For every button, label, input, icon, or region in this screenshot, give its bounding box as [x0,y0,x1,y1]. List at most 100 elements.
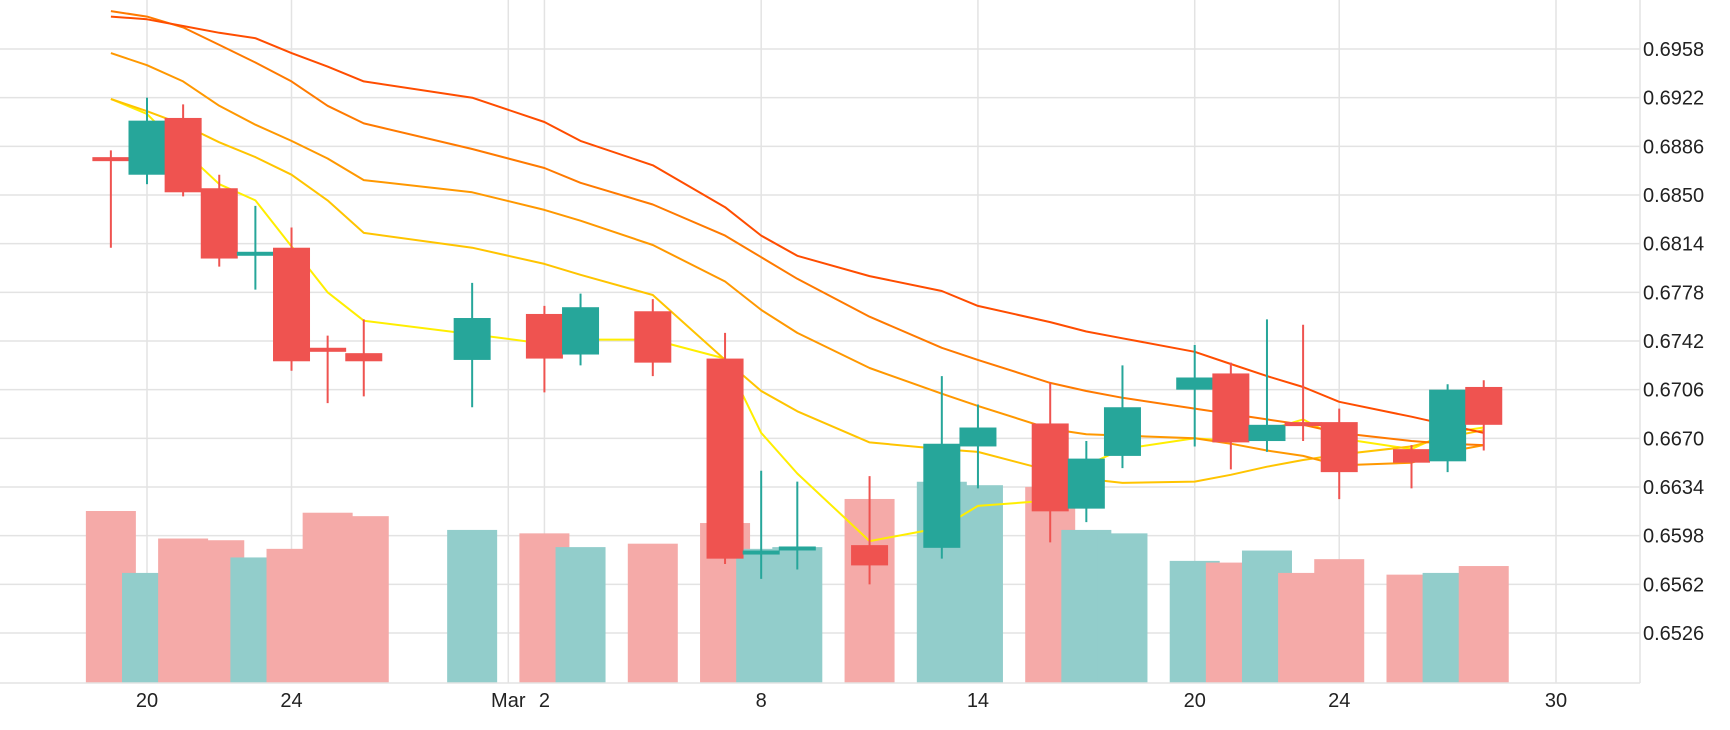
candles [92,97,1503,585]
candle-body [851,545,889,566]
candle-body [1067,458,1105,509]
candle-body [236,251,274,256]
y-tick-label: 0.6562 [1643,574,1704,596]
candle [1284,324,1322,442]
candle-body [273,247,311,362]
candle [1103,365,1141,469]
volume-bar [555,547,606,683]
candle-body [706,358,744,559]
y-tick-label: 0.6958 [1643,39,1704,61]
candle-body [1212,373,1250,443]
axes: 0.6526 0.6562 0.6598 0.6634 0.6670 0.6706 0.67… [0,0,1704,712]
y-tick-label: 0.6598 [1643,526,1704,548]
volume-bar [1314,559,1365,683]
y-tick-label: 0.6778 [1643,282,1704,304]
candle-body [1392,449,1430,463]
candle-body [164,117,202,193]
candle-body [778,546,816,551]
moving-average-lines [110,10,1484,543]
candle-body [959,427,997,447]
volume-bar [338,516,389,683]
moving-average-line-4 [110,10,1484,447]
candle [309,335,347,404]
candle [1212,362,1250,470]
candle-body [923,443,961,548]
candle [1429,384,1467,473]
x-tick-label: 30 [1545,690,1567,712]
candle [562,293,600,366]
candle [92,150,130,248]
candle-body [1465,386,1503,425]
candle-body [1176,377,1214,390]
candle [1465,380,1503,451]
x-tick-label: Mar [491,690,526,712]
volume-bar [627,543,678,683]
y-tick-label: 0.6634 [1643,477,1704,499]
candle [1392,445,1430,489]
candle-body [1284,422,1322,427]
candle-body [525,313,563,359]
y-tick-label: 0.6922 [1643,88,1704,110]
volume-bar [1458,566,1509,683]
candle [1067,441,1105,523]
candle [634,299,672,377]
candle-body [742,550,780,555]
candle [1320,408,1358,500]
moving-average-line-2 [110,98,1484,484]
moving-average-line-1 [110,98,1484,543]
candle [1176,345,1214,447]
candle [236,205,274,290]
x-tick-label: 20 [136,690,158,712]
candle-body [345,353,383,362]
candle-body [562,307,600,355]
candle-body [309,347,347,352]
candle-body [634,311,672,363]
candle [742,470,780,579]
candle-body [1103,407,1141,456]
candle-body [1248,424,1286,442]
grid [0,0,1640,683]
candle [525,305,563,393]
moving-average-line-3 [110,52,1484,467]
y-tick-label: 0.6850 [1643,185,1704,207]
candle [128,97,166,185]
volume-bar [772,547,823,683]
candle [851,476,889,585]
candle [453,282,491,408]
candle [959,404,997,489]
candle-body [128,120,166,175]
x-tick-label: 24 [1328,690,1350,712]
candle [200,174,238,267]
candle [273,227,311,371]
y-tick-label: 0.6886 [1643,136,1704,158]
candle-body [1320,422,1358,473]
candle-body [200,188,238,259]
x-tick-label: 8 [756,690,767,712]
x-tick-label: 20 [1184,690,1206,712]
candle [345,319,383,397]
y-tick-label: 0.6706 [1643,380,1704,402]
candle [923,376,961,559]
x-tick-label: 2 [539,690,550,712]
y-tick-label: 0.6526 [1643,623,1704,645]
candle [164,104,202,197]
candle-body [92,157,130,162]
volume-bar [1097,533,1148,683]
volume-bar [952,485,1003,683]
candle [1031,382,1069,543]
candle [778,481,816,570]
candle [706,332,744,565]
moving-average-line-5 [110,15,1484,434]
y-tick-label: 0.6814 [1643,234,1704,256]
candle [1248,319,1286,452]
candle-body [1429,389,1467,462]
x-tick-label: 14 [967,690,989,712]
y-tick-label: 0.6742 [1643,331,1704,353]
candle-body [453,318,491,360]
candle-body [1031,423,1069,512]
y-tick-label: 0.6670 [1643,428,1704,450]
x-tick-label: 24 [280,690,302,712]
volume-bar [447,529,498,683]
